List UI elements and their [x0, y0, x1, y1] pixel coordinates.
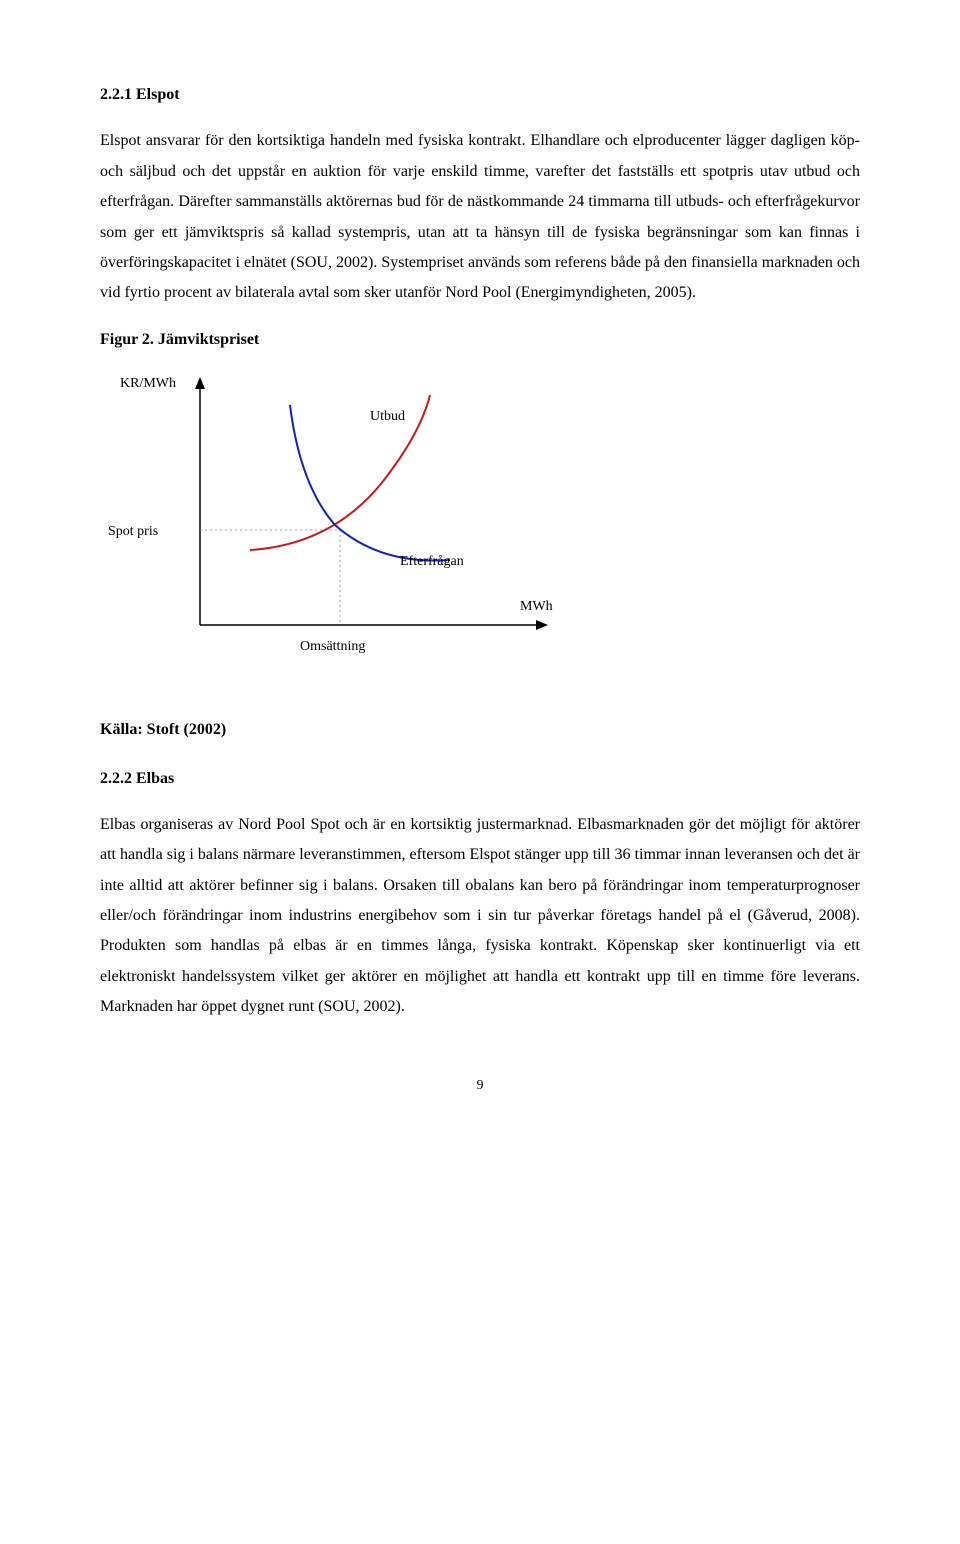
page-number: 9 — [100, 1073, 860, 1100]
demand-label: Efterfrågan — [400, 554, 464, 569]
turnover-label: Omsättning — [300, 639, 365, 654]
section-heading-elbas: 2.2.2 Elbas — [100, 764, 860, 794]
equilibrium-chart: KR/MWh Utbud Efterfrågan Spot pris Omsät… — [100, 365, 860, 685]
supply-label: Utbud — [370, 409, 405, 424]
paragraph-elspot: Elspot ansvarar för den kortsiktiga hand… — [100, 126, 860, 308]
y-axis-label: KR/MWh — [120, 376, 176, 391]
x-axis-label: MWh — [520, 599, 553, 614]
figure-title: Figur 2. Jämviktspriset — [100, 325, 860, 355]
spot-price-label: Spot pris — [108, 524, 158, 539]
section-heading-elspot: 2.2.1 Elspot — [100, 80, 860, 110]
figure-source: Källa: Stoft (2002) — [100, 715, 860, 745]
paragraph-elbas: Elbas organiseras av Nord Pool Spot och … — [100, 810, 860, 1023]
